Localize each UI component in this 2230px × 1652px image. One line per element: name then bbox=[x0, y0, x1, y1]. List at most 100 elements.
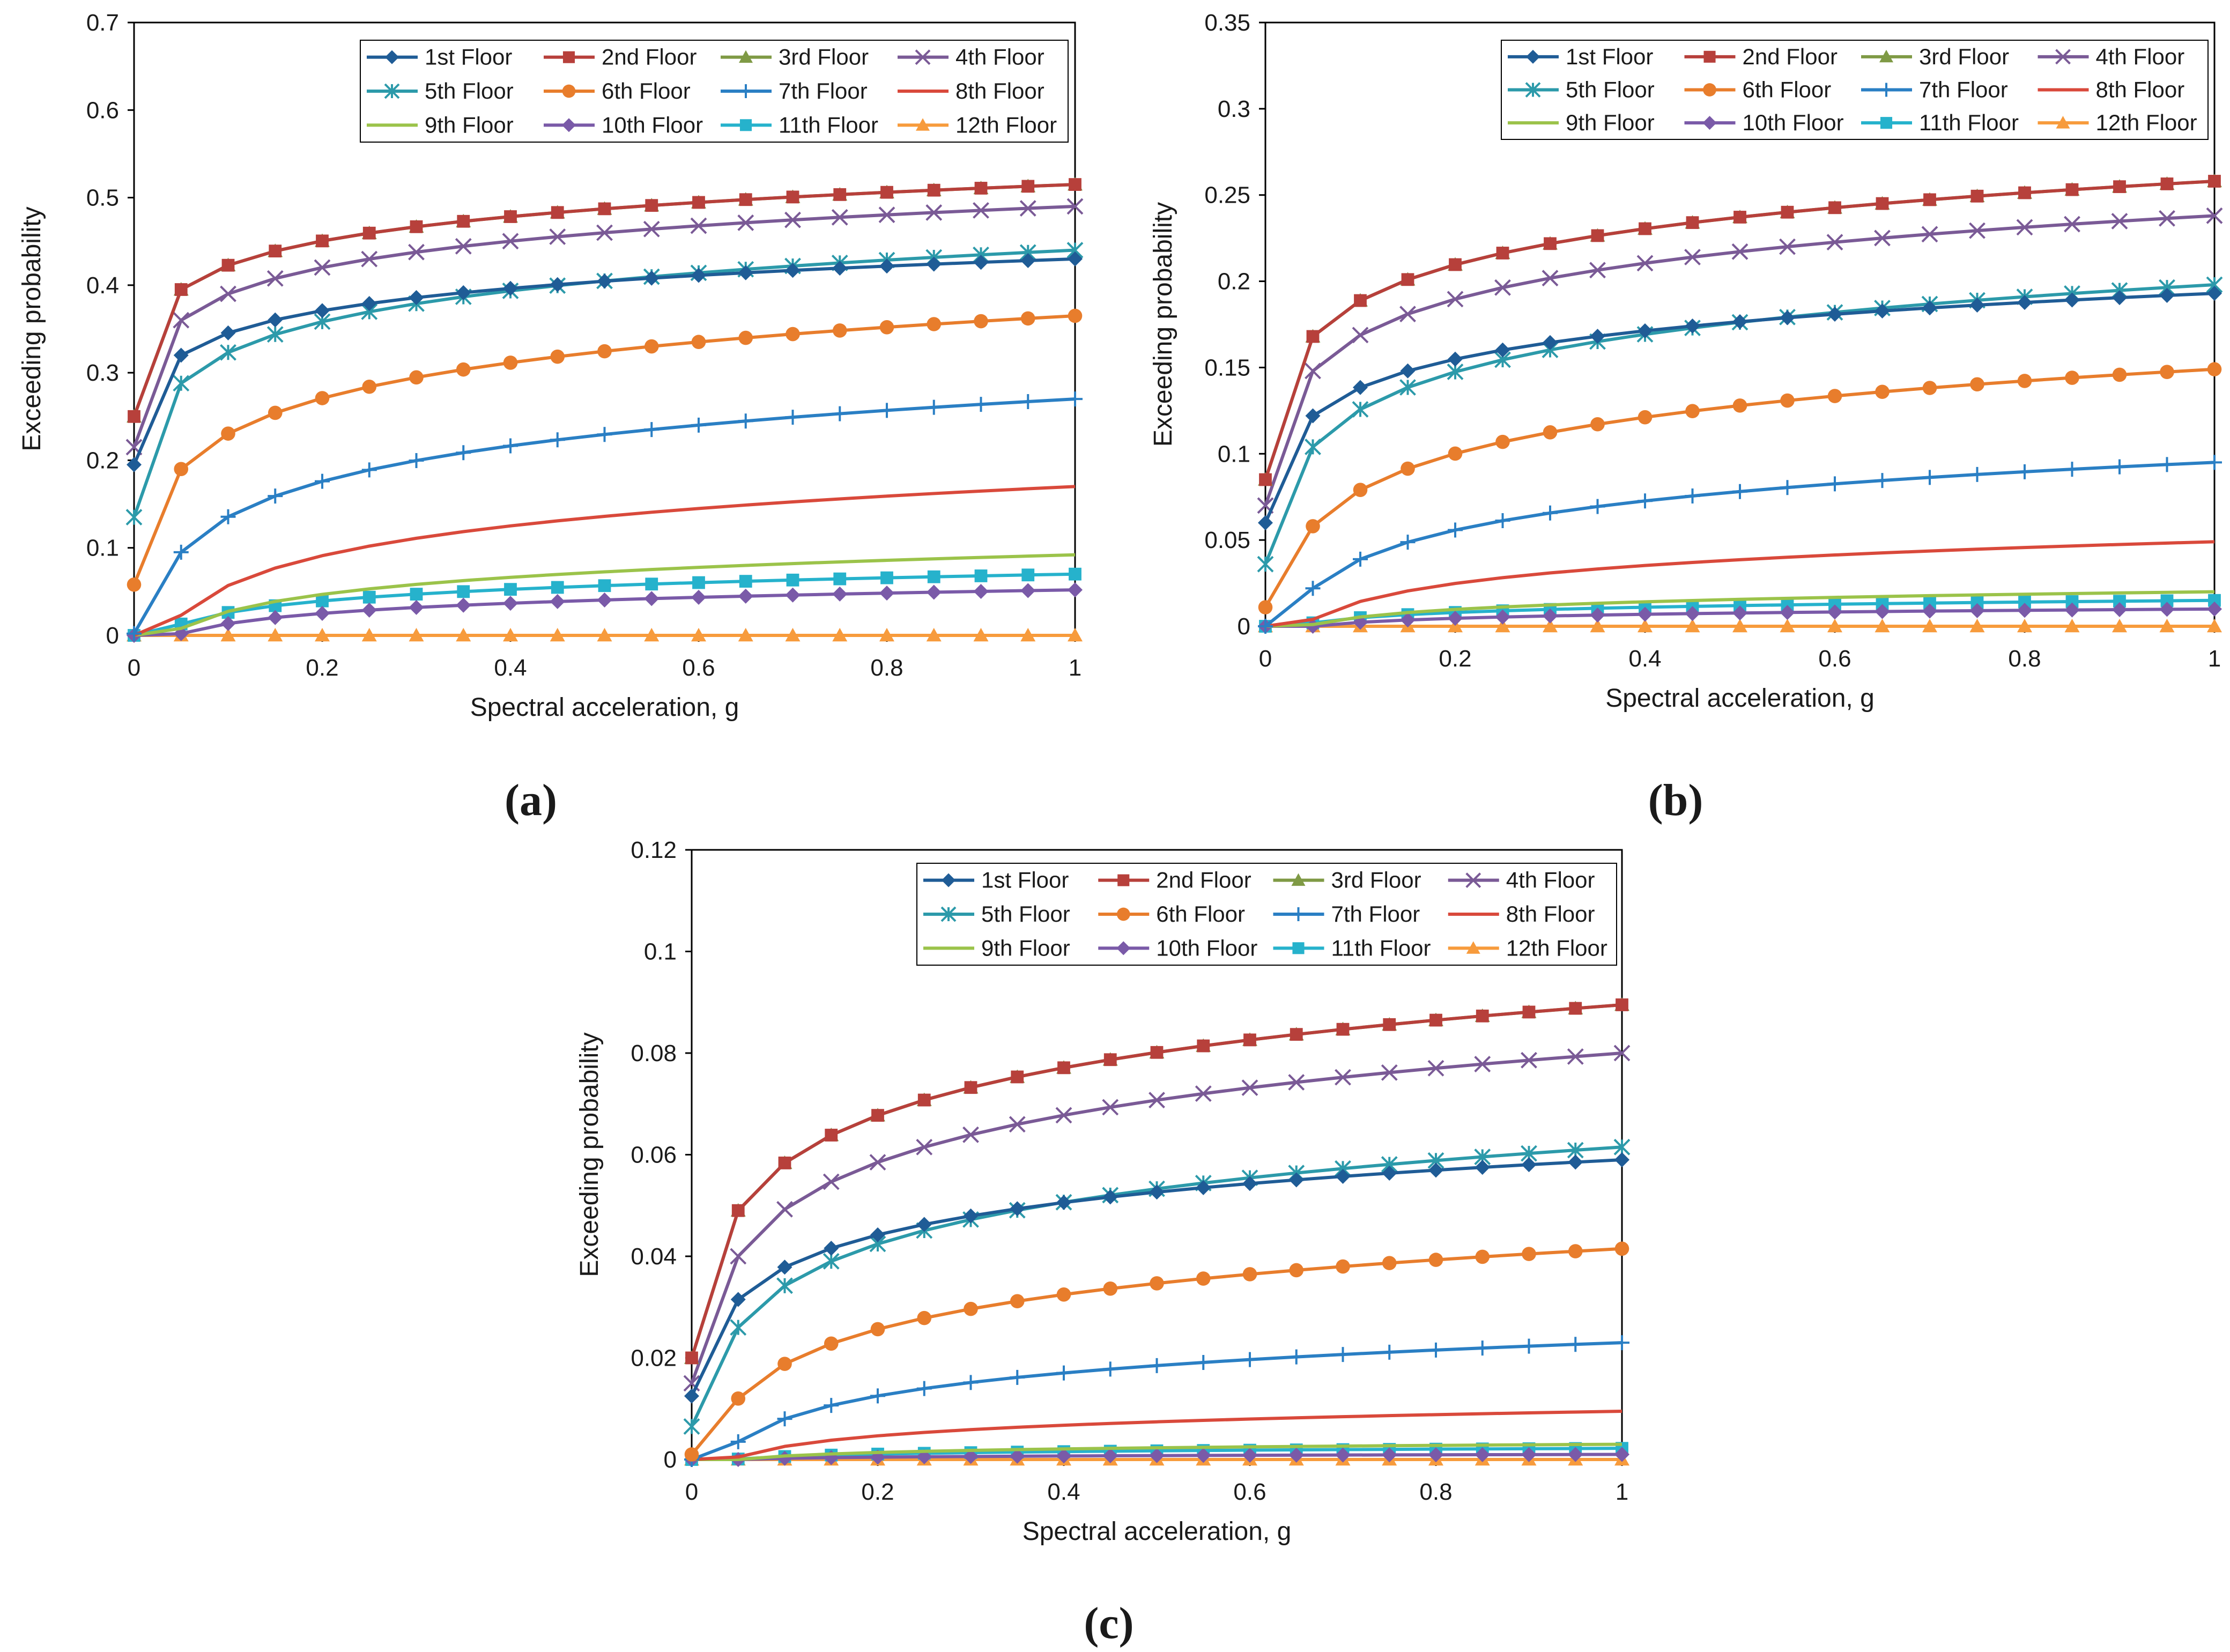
y-tick-label: 0.02 bbox=[631, 1345, 677, 1372]
data-point-2nd-floor bbox=[598, 202, 611, 216]
data-point-2nd-floor bbox=[917, 1093, 931, 1107]
data-point-11th-floor bbox=[598, 579, 611, 592]
data-point-7th-floor bbox=[1056, 1365, 1071, 1381]
data-point-12th-floor bbox=[926, 628, 942, 642]
data-point-2nd-floor bbox=[269, 245, 282, 258]
data-point-4th-floor bbox=[1149, 1092, 1165, 1109]
data-point-4th-floor bbox=[1102, 1099, 1119, 1116]
y-tick-label: 0 bbox=[664, 1447, 677, 1473]
legend-swatch-marker bbox=[1703, 50, 1716, 63]
data-point-4th-floor bbox=[220, 285, 236, 302]
data-point-10th-floor bbox=[691, 590, 706, 605]
data-point-2nd-floor bbox=[778, 1157, 791, 1169]
data-point-7th-floor bbox=[1102, 1361, 1118, 1377]
data-point-7th-floor bbox=[916, 1381, 932, 1396]
data-point-10th-floor bbox=[268, 610, 283, 625]
panel-label: (a) bbox=[505, 775, 557, 825]
data-point-2nd-floor bbox=[974, 182, 988, 195]
data-point-11th-floor bbox=[2018, 595, 2031, 609]
legend: 1st Floor 2nd Floor 3rd Floor 4th Floor 5th … bbox=[360, 40, 1069, 143]
series-line-3rd-floor bbox=[132, 183, 1076, 417]
data-point-11th-floor bbox=[362, 590, 376, 604]
data-point-10th-floor bbox=[1614, 1447, 1629, 1462]
data-point-2nd-floor bbox=[731, 1204, 745, 1217]
data-point-7th-floor bbox=[824, 1398, 839, 1413]
x-tick-label: 0.4 bbox=[494, 655, 527, 681]
data-point-12th-floor bbox=[785, 628, 801, 642]
data-point-1st-floor bbox=[2064, 292, 2080, 308]
series-10th-floor bbox=[1258, 601, 2222, 634]
data-point-2nd-floor bbox=[1522, 1005, 1536, 1019]
legend-swatch-marker bbox=[1465, 872, 1481, 888]
legend-label: 10th Floor bbox=[1156, 935, 1257, 960]
legend-swatch-marker bbox=[562, 51, 575, 63]
data-point-1st-floor bbox=[870, 1227, 885, 1242]
data-point-4th-floor bbox=[1447, 291, 1464, 308]
data-point-6th-floor bbox=[127, 577, 142, 592]
data-point-6th-floor bbox=[1196, 1271, 1211, 1286]
data-point-6th-floor bbox=[1103, 1281, 1118, 1296]
data-point-6th-floor bbox=[1382, 1256, 1397, 1270]
data-point-7th-floor bbox=[1305, 581, 1321, 596]
data-point-1st-floor bbox=[1969, 298, 1985, 313]
data-point-10th-floor bbox=[1382, 1447, 1397, 1463]
series-line-2nd-floor bbox=[132, 183, 1076, 417]
data-point-12th-floor bbox=[1590, 619, 1605, 633]
legend-box bbox=[360, 40, 1069, 143]
data-point-12th-floor bbox=[832, 628, 848, 642]
data-point-4th-floor bbox=[869, 1154, 886, 1171]
y-axis-label: Exceeding probability bbox=[1149, 202, 1177, 447]
series-2nd-floor bbox=[128, 178, 1081, 423]
data-point-7th-floor bbox=[268, 488, 283, 504]
data-point-2nd-floor bbox=[871, 1109, 884, 1122]
series-4th-floor bbox=[125, 198, 1084, 456]
data-point-4th-floor bbox=[1399, 306, 1416, 323]
data-point-10th-floor bbox=[597, 592, 612, 608]
data-point-1st-floor bbox=[832, 261, 848, 276]
data-point-4th-floor bbox=[730, 1248, 747, 1265]
legend-item-5th-floor: 5th Floor bbox=[367, 78, 514, 103]
data-point-1st-floor bbox=[644, 270, 660, 286]
y-tick-label: 0.2 bbox=[1218, 269, 1250, 295]
legend-label: 12th Floor bbox=[955, 112, 1057, 137]
data-point-2nd-floor bbox=[1639, 222, 1651, 235]
data-point-6th-floor bbox=[927, 317, 942, 331]
data-point-7th-floor bbox=[2064, 462, 2080, 477]
data-point-12th-floor bbox=[738, 628, 753, 642]
data-point-1st-floor bbox=[268, 312, 283, 328]
legend-swatch-marker bbox=[942, 873, 955, 887]
data-point-1st-floor bbox=[2159, 288, 2175, 303]
data-point-10th-floor bbox=[2017, 603, 2032, 618]
data-point-2nd-floor bbox=[786, 190, 799, 204]
data-point-1st-floor bbox=[777, 1260, 792, 1275]
data-point-1st-floor bbox=[361, 295, 377, 311]
data-point-10th-floor bbox=[1732, 605, 1747, 621]
data-point-7th-floor bbox=[963, 1375, 979, 1390]
data-point-11th-floor bbox=[551, 581, 564, 594]
legend-item-11th-floor: 11th Floor bbox=[1861, 110, 2019, 135]
data-point-6th-floor bbox=[1568, 1244, 1583, 1258]
data-point-6th-floor bbox=[1543, 425, 1558, 440]
data-point-2nd-floor bbox=[1021, 180, 1035, 193]
data-point-7th-floor bbox=[973, 397, 989, 412]
data-point-6th-floor bbox=[1336, 1259, 1350, 1274]
data-point-1st-floor bbox=[1685, 318, 1700, 334]
legend-item-1st-floor: 1st Floor bbox=[923, 868, 1069, 893]
data-point-2nd-floor bbox=[410, 220, 423, 233]
data-point-11th-floor bbox=[692, 576, 705, 589]
data-point-2nd-floor bbox=[1733, 211, 1746, 224]
data-point-7th-floor bbox=[1827, 476, 1842, 492]
data-point-6th-floor bbox=[1475, 1249, 1490, 1264]
data-point-2nd-floor bbox=[1336, 1023, 1350, 1036]
series-9th-floor bbox=[134, 553, 1076, 637]
legend-item-10th-floor: 10th Floor bbox=[544, 112, 703, 137]
data-point-10th-floor bbox=[1495, 609, 1510, 625]
data-point-7th-floor bbox=[1685, 488, 1700, 503]
data-point-4th-floor bbox=[878, 206, 895, 224]
legend-label: 1st Floor bbox=[1566, 44, 1653, 69]
data-point-4th-floor bbox=[823, 1173, 840, 1190]
data-point-7th-floor bbox=[1875, 473, 1890, 488]
data-point-1st-floor bbox=[2112, 290, 2127, 306]
series-8th-floor bbox=[691, 1409, 1623, 1461]
legend-label: 5th Floor bbox=[1566, 77, 1655, 102]
